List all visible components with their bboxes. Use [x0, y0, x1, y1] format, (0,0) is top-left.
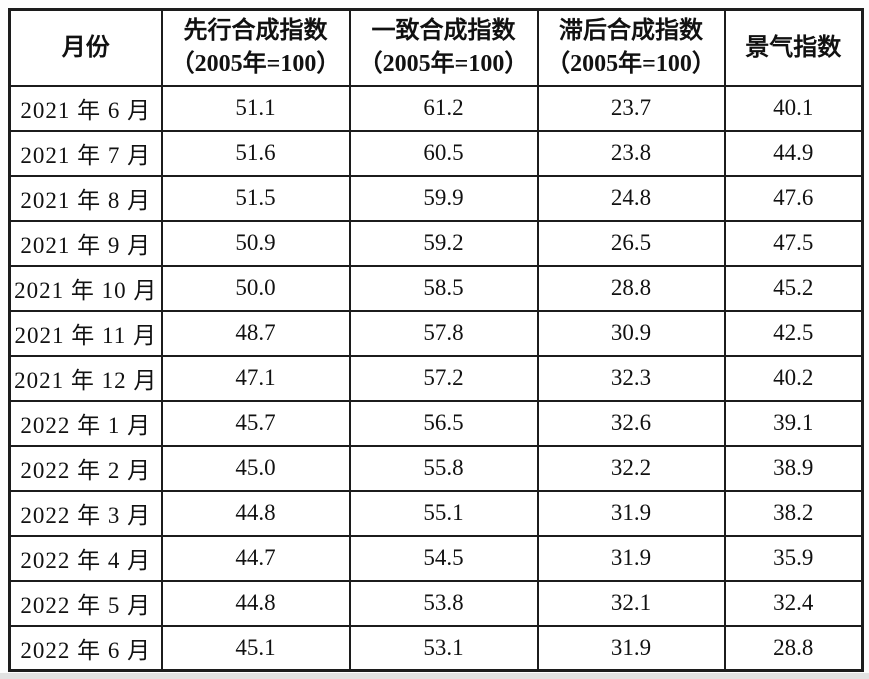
table-row: 2022 年 5 月 44.8 53.8 32.1 32.4	[8, 579, 864, 627]
column-header-leading-index: 先行合成指数 （2005年=100）	[160, 8, 351, 87]
column-header-label: 先行合成指数	[183, 18, 328, 45]
value-cell: 59.2	[348, 219, 539, 267]
table-row: 2021 年 10 月 50.0 58.5 28.8 45.2	[8, 264, 864, 312]
column-header-label: 景气指数	[745, 34, 842, 61]
page-edge-shadow	[0, 673, 869, 679]
value-cell: 31.9	[536, 534, 726, 582]
column-header-label: 月份	[61, 34, 110, 61]
table-row: 2022 年 2 月 45.0 55.8 32.2 38.9	[8, 444, 864, 492]
table-body: 2021 年 6 月 51.1 61.2 23.7 40.1 2021 年 7 月 51.6…	[8, 84, 864, 672]
month-cell: 2021 年 6 月	[8, 84, 163, 132]
table-row: 2021 年 8 月 51.5 59.9 24.8 47.6	[8, 174, 864, 222]
header-row: 月份 先行合成指数 （2005年=100） 一致合成指数 （2005年=100）…	[8, 8, 864, 87]
value-cell: 56.5	[348, 399, 539, 447]
month-cell: 2021 年 12 月	[8, 354, 163, 402]
value-cell: 24.8	[536, 174, 726, 222]
value-cell: 39.1	[723, 399, 864, 447]
month-cell: 2021 年 11 月	[8, 309, 163, 357]
value-cell: 48.7	[160, 309, 351, 357]
value-cell: 45.0	[160, 444, 351, 492]
table-row: 2021 年 7 月 51.6 60.5 23.8 44.9	[8, 129, 864, 177]
value-cell: 53.8	[348, 579, 539, 627]
value-cell: 60.5	[348, 129, 539, 177]
column-header-sublabel: （2005年=100）	[170, 50, 341, 77]
table-row: 2021 年 12 月 47.1 57.2 32.3 40.2	[8, 354, 864, 402]
table-row: 2022 年 6 月 45.1 53.1 31.9 28.8	[8, 624, 864, 672]
value-cell: 61.2	[348, 84, 539, 132]
value-cell: 45.1	[160, 624, 351, 672]
value-cell: 32.6	[536, 399, 726, 447]
value-cell: 50.9	[160, 219, 351, 267]
month-cell: 2022 年 1 月	[8, 399, 163, 447]
value-cell: 31.9	[536, 624, 726, 672]
value-cell: 51.6	[160, 129, 351, 177]
value-cell: 57.8	[348, 309, 539, 357]
column-header-prosperity-index: 景气指数	[723, 8, 864, 87]
value-cell: 30.9	[536, 309, 726, 357]
value-cell: 58.5	[348, 264, 539, 312]
value-cell: 44.7	[160, 534, 351, 582]
value-cell: 51.1	[160, 84, 351, 132]
table-row: 2022 年 3 月 44.8 55.1 31.9 38.2	[8, 489, 864, 537]
value-cell: 51.5	[160, 174, 351, 222]
value-cell: 59.9	[348, 174, 539, 222]
value-cell: 32.1	[536, 579, 726, 627]
value-cell: 47.1	[160, 354, 351, 402]
month-cell: 2022 年 4 月	[8, 534, 163, 582]
value-cell: 23.7	[536, 84, 726, 132]
column-header-label: 一致合成指数	[371, 18, 516, 45]
month-cell: 2021 年 7 月	[8, 129, 163, 177]
value-cell: 55.8	[348, 444, 539, 492]
column-header-lagging-index: 滞后合成指数 （2005年=100）	[536, 8, 726, 87]
value-cell: 23.8	[536, 129, 726, 177]
value-cell: 53.1	[348, 624, 539, 672]
month-cell: 2021 年 10 月	[8, 264, 163, 312]
value-cell: 32.3	[536, 354, 726, 402]
table-row: 2021 年 6 月 51.1 61.2 23.7 40.1	[8, 84, 864, 132]
value-cell: 44.8	[160, 489, 351, 537]
value-cell: 40.2	[723, 354, 864, 402]
value-cell: 28.8	[536, 264, 726, 312]
month-cell: 2022 年 6 月	[8, 624, 163, 672]
column-header-sublabel: （2005年=100）	[546, 50, 716, 77]
value-cell: 45.7	[160, 399, 351, 447]
table-row: 2022 年 4 月 44.7 54.5 31.9 35.9	[8, 534, 864, 582]
month-cell: 2022 年 3 月	[8, 489, 163, 537]
value-cell: 42.5	[723, 309, 864, 357]
composite-index-table: 月份 先行合成指数 （2005年=100） 一致合成指数 （2005年=100）…	[8, 8, 864, 672]
value-cell: 38.9	[723, 444, 864, 492]
value-cell: 44.9	[723, 129, 864, 177]
column-header-sublabel: （2005年=100）	[358, 50, 529, 77]
table-row: 2021 年 9 月 50.9 59.2 26.5 47.5	[8, 219, 864, 267]
value-cell: 35.9	[723, 534, 864, 582]
value-cell: 44.8	[160, 579, 351, 627]
month-cell: 2022 年 2 月	[8, 444, 163, 492]
table-row: 2022 年 1 月 45.7 56.5 32.6 39.1	[8, 399, 864, 447]
value-cell: 55.1	[348, 489, 539, 537]
value-cell: 26.5	[536, 219, 726, 267]
value-cell: 31.9	[536, 489, 726, 537]
value-cell: 32.2	[536, 444, 726, 492]
table-row: 2021 年 11 月 48.7 57.8 30.9 42.5	[8, 309, 864, 357]
value-cell: 47.6	[723, 174, 864, 222]
column-header-month: 月份	[8, 8, 163, 87]
value-cell: 47.5	[723, 219, 864, 267]
value-cell: 57.2	[348, 354, 539, 402]
value-cell: 38.2	[723, 489, 864, 537]
value-cell: 50.0	[160, 264, 351, 312]
value-cell: 45.2	[723, 264, 864, 312]
value-cell: 54.5	[348, 534, 539, 582]
month-cell: 2021 年 8 月	[8, 174, 163, 222]
value-cell: 32.4	[723, 579, 864, 627]
value-cell: 28.8	[723, 624, 864, 672]
month-cell: 2021 年 9 月	[8, 219, 163, 267]
column-header-coincident-index: 一致合成指数 （2005年=100）	[348, 8, 539, 87]
month-cell: 2022 年 5 月	[8, 579, 163, 627]
value-cell: 40.1	[723, 84, 864, 132]
column-header-label: 滞后合成指数	[559, 18, 703, 45]
